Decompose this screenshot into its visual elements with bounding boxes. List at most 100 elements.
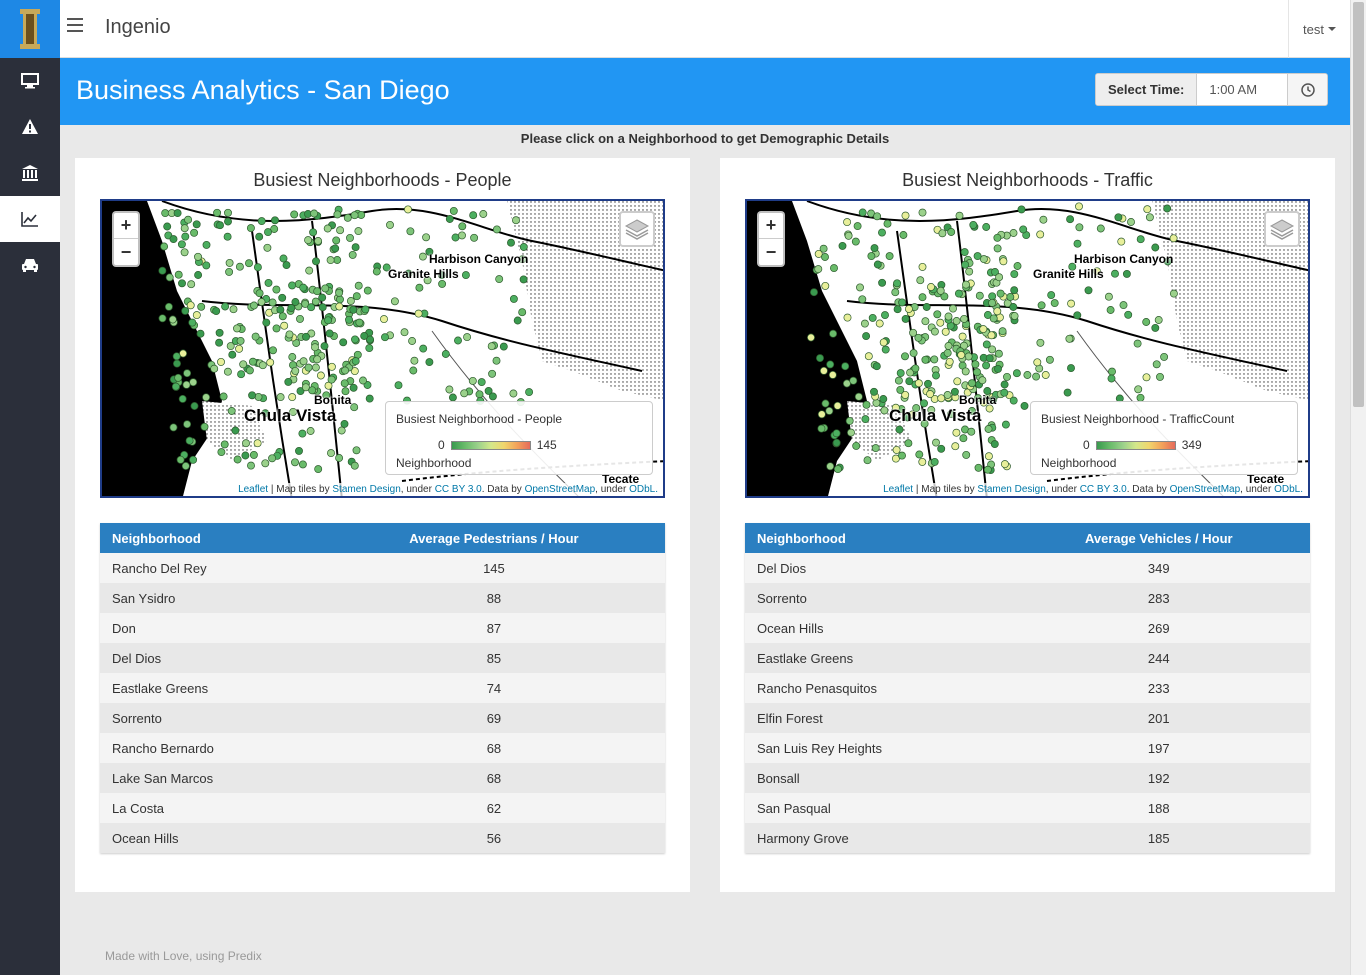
neighborhood-marker[interactable] <box>282 261 291 270</box>
neighborhood-marker[interactable] <box>302 332 310 341</box>
neighborhood-marker[interactable] <box>217 448 226 457</box>
neighborhood-marker[interactable] <box>927 406 936 414</box>
neighborhood-marker[interactable] <box>1160 352 1169 361</box>
neighborhood-marker[interactable] <box>883 219 892 228</box>
neighborhood-marker[interactable] <box>927 283 935 291</box>
neighborhood-marker[interactable] <box>196 329 205 338</box>
neighborhood-marker[interactable] <box>1134 385 1143 394</box>
neighborhood-marker[interactable] <box>826 462 835 471</box>
neighborhood-marker[interactable] <box>220 440 229 449</box>
neighborhood-marker[interactable] <box>415 283 424 292</box>
neighborhood-marker[interactable] <box>335 288 344 297</box>
neighborhood-marker[interactable] <box>264 228 272 237</box>
neighborhood-marker[interactable] <box>279 254 288 263</box>
neighborhood-marker[interactable] <box>1075 202 1083 211</box>
neighborhood-marker[interactable] <box>380 315 388 324</box>
neighborhood-marker[interactable] <box>257 298 266 306</box>
neighborhood-marker[interactable] <box>1000 460 1009 469</box>
neighborhood-marker[interactable] <box>994 349 1003 358</box>
neighborhood-marker[interactable] <box>937 394 946 403</box>
table-row[interactable]: Ocean Hills 269 <box>745 613 1310 643</box>
neighborhood-marker[interactable] <box>223 232 232 241</box>
neighborhood-marker[interactable] <box>324 316 333 325</box>
neighborhood-marker[interactable] <box>250 301 258 310</box>
neighborhood-marker[interactable] <box>264 278 273 287</box>
neighborhood-marker[interactable] <box>945 357 954 366</box>
neighborhood-marker[interactable] <box>357 211 366 219</box>
neighborhood-marker[interactable] <box>969 220 978 229</box>
neighborhood-marker[interactable] <box>926 390 935 399</box>
neighborhood-marker[interactable] <box>990 440 999 449</box>
neighborhood-marker[interactable] <box>349 305 358 314</box>
neighborhood-marker[interactable] <box>316 371 325 380</box>
neighborhood-marker[interactable] <box>475 390 484 399</box>
neighborhood-marker[interactable] <box>921 355 930 364</box>
leaflet-link[interactable]: Leaflet <box>883 484 914 495</box>
neighborhood-marker[interactable] <box>825 406 834 415</box>
neighborhood-marker[interactable] <box>1017 205 1026 214</box>
neighborhood-marker[interactable] <box>269 346 277 355</box>
table-row[interactable]: La Costa 62 <box>100 793 665 823</box>
neighborhood-marker[interactable] <box>844 231 853 240</box>
neighborhood-marker[interactable] <box>1114 213 1123 222</box>
neighborhood-marker[interactable] <box>947 410 955 419</box>
neighborhood-marker[interactable] <box>851 237 860 246</box>
table-row[interactable]: Sorrento 69 <box>100 703 665 733</box>
neighborhood-marker[interactable] <box>968 407 976 415</box>
neighborhood-marker[interactable] <box>224 208 232 217</box>
neighborhood-marker[interactable] <box>920 419 929 428</box>
neighborhood-marker[interactable] <box>944 312 953 321</box>
neighborhood-marker[interactable] <box>1012 369 1021 378</box>
neighborhood-marker[interactable] <box>943 391 952 399</box>
neighborhood-marker[interactable] <box>810 288 818 297</box>
neighborhood-marker[interactable] <box>215 338 224 347</box>
neighborhood-marker[interactable] <box>878 278 887 287</box>
neighborhood-marker[interactable] <box>346 233 354 242</box>
neighborhood-marker[interactable] <box>861 415 870 424</box>
neighborhood-marker[interactable] <box>298 460 307 469</box>
neighborhood-marker[interactable] <box>479 210 488 218</box>
table-row[interactable]: Elfin Forest 201 <box>745 703 1310 733</box>
neighborhood-marker[interactable] <box>915 450 924 459</box>
neighborhood-marker[interactable] <box>189 455 198 464</box>
neighborhood-marker[interactable] <box>821 399 830 408</box>
neighborhood-marker[interactable] <box>1145 213 1154 222</box>
neighborhood-marker[interactable] <box>247 461 255 470</box>
neighborhood-marker[interactable] <box>852 441 861 450</box>
table-row[interactable]: Del Dios 85 <box>100 643 665 673</box>
table-row[interactable]: Eastlake Greens 74 <box>100 673 665 703</box>
neighborhood-marker[interactable] <box>288 353 297 361</box>
neighborhood-marker[interactable] <box>952 317 961 325</box>
neighborhood-marker[interactable] <box>1006 293 1015 301</box>
neighborhood-marker[interactable] <box>1106 306 1115 314</box>
neighborhood-marker[interactable] <box>914 379 923 388</box>
neighborhood-marker[interactable] <box>1032 372 1041 381</box>
logo-box[interactable] <box>0 0 60 58</box>
neighborhood-marker[interactable] <box>1068 262 1077 271</box>
neighborhood-marker[interactable] <box>458 231 466 240</box>
neighborhood-marker[interactable] <box>341 366 350 375</box>
neighborhood-marker[interactable] <box>1133 339 1142 348</box>
neighborhood-marker[interactable] <box>499 342 508 351</box>
cc-link[interactable]: CC BY 3.0 <box>1079 484 1127 495</box>
neighborhood-marker[interactable] <box>1000 380 1009 389</box>
neighborhood-marker[interactable] <box>965 267 974 276</box>
neighborhood-marker[interactable] <box>313 355 322 364</box>
hamburger-menu-icon[interactable] <box>67 18 83 32</box>
neighborhood-marker[interactable] <box>366 335 375 344</box>
neighborhood-marker[interactable] <box>973 394 982 403</box>
neighborhood-marker[interactable] <box>960 248 969 257</box>
neighborhood-marker[interactable] <box>349 383 358 392</box>
neighborhood-marker[interactable] <box>904 305 913 313</box>
neighborhood-marker[interactable] <box>178 394 187 403</box>
neighborhood-marker[interactable] <box>290 210 299 219</box>
neighborhood-marker[interactable] <box>288 393 297 402</box>
neighborhood-marker[interactable] <box>930 327 939 336</box>
neighborhood-marker[interactable] <box>1124 310 1133 319</box>
neighborhood-marker[interactable] <box>898 451 906 460</box>
neighborhood-marker[interactable] <box>833 401 842 410</box>
neighborhood-marker[interactable] <box>961 260 970 269</box>
neighborhood-marker[interactable] <box>979 255 988 264</box>
neighborhood-marker[interactable] <box>169 423 178 432</box>
neighborhood-marker[interactable] <box>354 227 363 236</box>
